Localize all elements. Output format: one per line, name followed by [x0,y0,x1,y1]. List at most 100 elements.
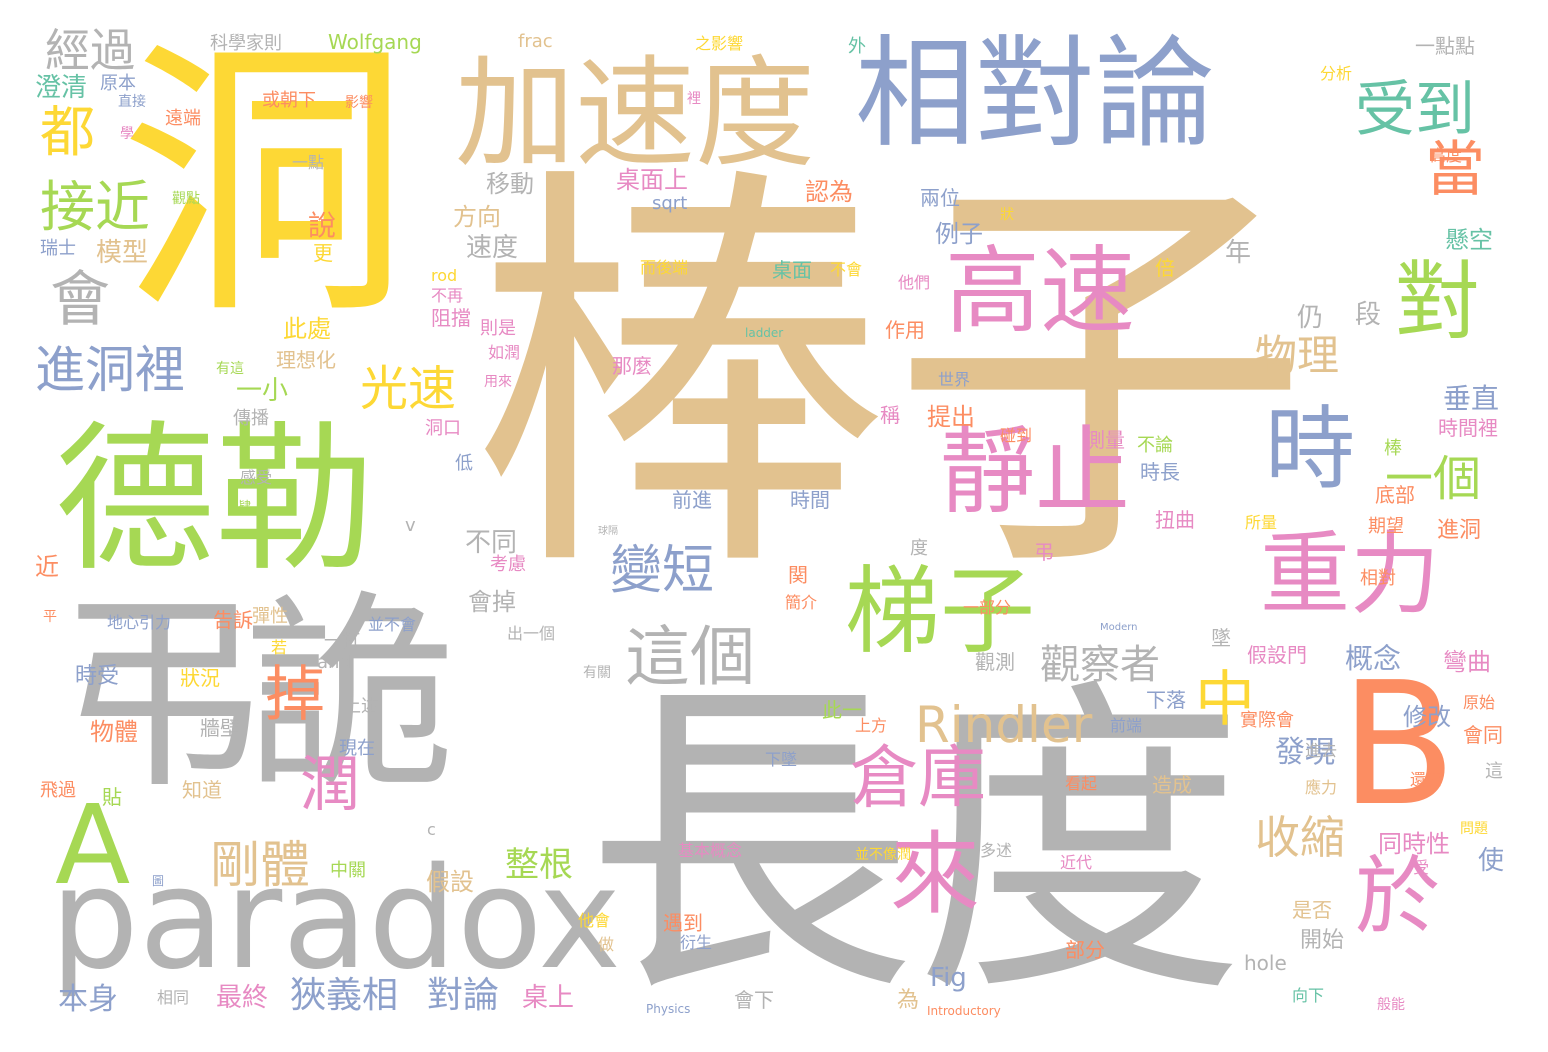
word-rod: rod [431,266,458,285]
word-tahui: 他會 [578,911,611,930]
word-qiuzhe: 球隔 [598,526,618,537]
word-youguan: 有關 [583,665,611,681]
word-dibu: 底部 [1375,483,1415,507]
word-du: 度 [910,538,928,559]
word-shi: 時 [1265,397,1355,502]
word-hole: hole [1244,951,1287,975]
word-chuizhi: 垂直 [1443,382,1500,415]
word-ladder: ladder [745,326,784,340]
word-zhenggen: 整根 [505,845,573,885]
word-shangshu: 上述 [343,696,379,717]
word-dong: 洞 [120,16,410,353]
word-wei: 為 [897,988,920,1013]
word-shishou: 時受 [75,664,120,689]
word-gaosu: 高速 [945,237,1136,347]
word-yige: 一個 [1385,451,1482,507]
word-tie: 貼 [102,785,122,809]
word-qianduan: 前端 [1110,716,1143,735]
word-xue: 學 [120,126,134,142]
word-duan: 段 [1355,300,1382,330]
word-xiangdui: 相對 [1360,568,1396,589]
word-zuoyong: 作用 [885,318,925,342]
word-wuti: 物體 [90,718,138,746]
word-tichu: 提出 [927,403,975,431]
word-cheng: 稱 [880,403,900,427]
word-celiang: 測量 [1085,428,1125,452]
word-jian: 肄 [239,499,252,513]
word-gaosu2: 告訴 [213,608,253,632]
word-gaodu: 高度 [1430,146,1463,165]
word-shangfang: 上方 [855,716,888,735]
word-shi2: 使 [1478,846,1505,876]
word-geng: 更 [313,241,333,265]
word-c: c [427,820,436,839]
word-shifou: 是否 [1292,898,1332,922]
word-kaishi: 開始 [1300,928,1345,953]
word-huochaoxia: 或朝下 [262,90,316,111]
word-zhiyingxiang: 之影響 [695,34,744,53]
word-tamen: 他們 [898,273,931,292]
word-ruo: 若 [271,638,288,657]
word-jibengainian: 基本概念 [678,841,743,860]
word-yuanduan: 遠端 [165,108,201,129]
word-hui: 會 [50,265,110,335]
word-xiangtong: 相同 [157,988,190,1007]
word-sudu: 速度 [466,233,519,263]
word-yudao: 遇到 [663,911,703,935]
word-suoliang: 所量 [1245,513,1278,532]
word-sqrt: sqrt [652,193,688,214]
word-bianduan: 變短 [610,541,715,601]
word-benshen: 本身 [58,982,118,1017]
word-zuo: 做 [598,935,615,954]
word-jiejin: 接近 [40,175,151,239]
word-nian: 年 [1225,238,1252,268]
word-moxing: 模型 [96,238,149,268]
word-ciyi: 此一 [822,698,862,722]
word-xiugai: 修改 [1403,703,1451,731]
word-fenxi: 分析 [1320,64,1353,83]
word-modern: Modern [1100,622,1138,633]
word-cangku: 倉庫 [850,739,987,818]
word-xuankong: 懸空 [1445,226,1493,254]
word-shuo: 說 [308,209,337,242]
word-v: v [405,515,416,536]
word-erhouduan: 而後端 [640,258,689,277]
word-butong: 不同 [465,528,518,558]
word-shijianli: 時間裡 [1438,416,1498,440]
word-introductory: Introductory [927,1004,1001,1018]
word-huixia: 會下 [734,988,774,1012]
word-tizi: 梯子 [845,557,1036,667]
word-lai: 來 [890,822,980,927]
word-feiguo: 飛過 [40,780,76,801]
word-zhuangkuang: 狀況 [180,666,220,690]
word-jingzhi: 靜止 [940,417,1131,527]
word-ciqu: 此處 [283,315,331,343]
word-zudang: 阻擋 [431,306,471,330]
word-renwei: 認為 [805,178,853,206]
word-zhuoshang: 桌上 [522,983,575,1013]
word-bingbuxiangrun: 並不像潤 [855,847,911,863]
word-xianzai: 現在 [339,738,375,759]
word-xialuo: 下落 [1146,688,1186,712]
word-bingbuhui: 並不會 [368,615,417,634]
word-diao2: 掉 [265,660,325,730]
word-yidian: 一點 [292,153,325,172]
word-pengdao: 碰到 [1000,426,1033,445]
word-shoudao: 受到 [1355,75,1475,145]
word-wai: 外 [848,36,866,57]
word-qiangbi: 牆壁 [200,716,240,740]
word-paradox: paradox [50,838,622,1001]
word-jindong: 進洞 [1437,518,1482,543]
word-wolfgang: Wolfgang [328,30,422,54]
word-chuanbo: 傳播 [233,408,269,429]
word-liangwei: 兩位 [920,186,960,210]
word-guanchazhe: 觀察者 [1040,642,1160,688]
word-yidiandian: 一點點 [1415,34,1475,58]
word-shichang: 時長 [1140,460,1180,484]
word-duilun: 對論 [427,975,500,1016]
word-shijian: 時間 [790,488,830,512]
word-yixiao: 一小 [236,376,289,406]
word-buzai: 不再 [431,286,464,305]
word-changdu: 長度 [585,653,1245,1037]
